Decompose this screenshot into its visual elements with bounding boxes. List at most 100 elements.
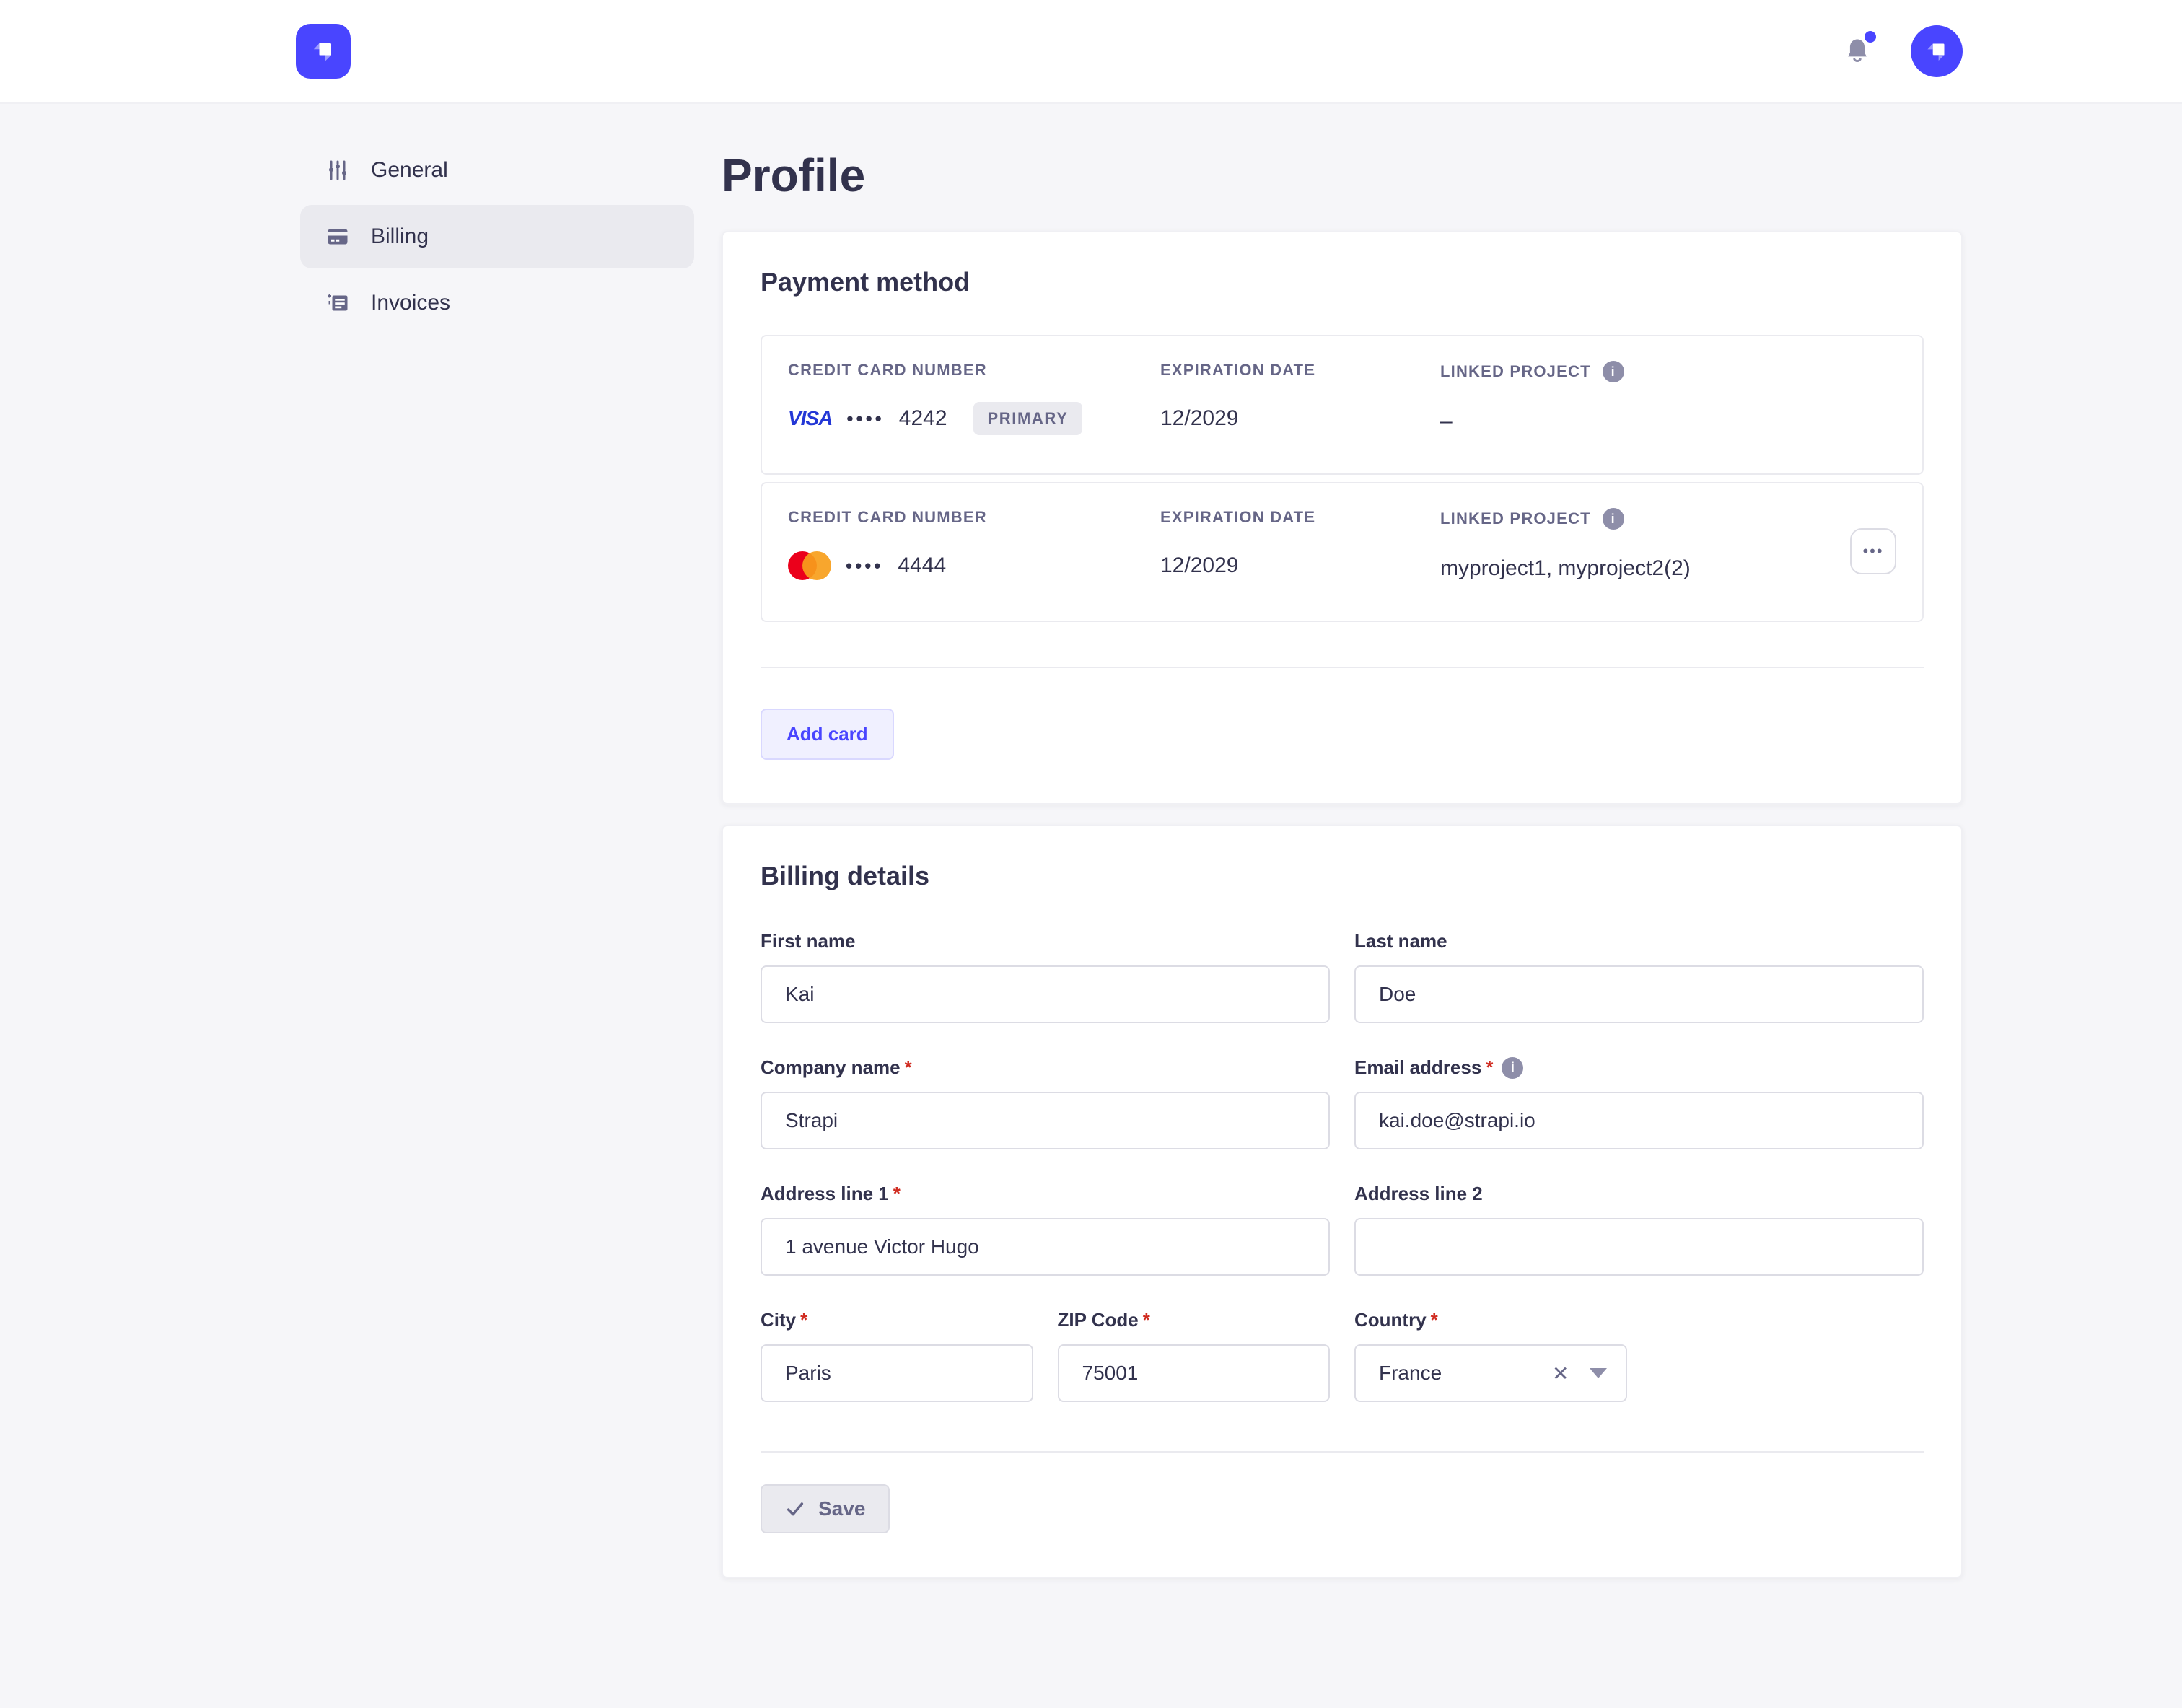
country-label-text: Country [1354,1309,1427,1331]
sidebar-item-invoices[interactable]: Invoices [300,271,694,335]
notifications-bell-icon[interactable] [1841,31,1876,67]
invoice-icon [323,289,352,317]
email-label: Email address * i [1354,1056,1924,1079]
page-title: Profile [722,149,866,201]
first-name-label: First name [761,930,1330,952]
check-icon [787,1502,804,1516]
last-name-field-group: Last name [1354,930,1924,1024]
expiration-label: EXPIRATION DATE [1160,361,1316,380]
company-label: Company name * [761,1056,1330,1079]
mastercard-logo-icon [788,551,831,581]
add-card-button[interactable]: Add card [761,709,894,761]
clear-selection-icon[interactable]: ✕ [1552,1362,1569,1385]
required-asterisk: * [1486,1056,1494,1079]
masked-digits: •••• [846,554,884,577]
zip-label-text: ZIP Code [1057,1309,1139,1331]
zip-field-group: ZIP Code * [1057,1309,1331,1403]
strapi-glyph-icon [313,43,331,61]
info-icon[interactable]: i [1602,508,1624,530]
last-name-label-text: Last name [1354,930,1447,952]
address2-label-text: Address line 2 [1354,1183,1483,1205]
address2-label: Address line 2 [1354,1183,1924,1205]
zip-input[interactable] [1057,1344,1330,1403]
first-name-label-text: First name [761,930,856,952]
email-label-text: Email address [1354,1056,1482,1079]
masked-digits: •••• [846,407,885,429]
city-input[interactable] [761,1344,1033,1403]
zip-label: ZIP Code * [1058,1309,1331,1331]
sidebar-item-label: General [371,158,448,182]
main-panel: Profile Payment method CREDIT CARD NUMBE… [722,139,1963,1708]
email-field-group: Email address * i [1354,1056,1924,1150]
expiration-col: EXPIRATION DATE 12/2029 [1160,508,1440,583]
sidebar-item-billing[interactable]: Billing [300,205,694,268]
sidebar-item-label: Billing [371,224,429,248]
required-asterisk: * [893,1183,901,1205]
card-last4: 4444 [898,553,947,578]
address1-field-group: Address line 1 * [761,1183,1330,1276]
app-header [0,0,2182,104]
card-number-col: CREDIT CARD NUMBER VISA •••• 4242 PRIMAR… [788,361,1160,436]
required-asterisk: * [904,1056,912,1079]
city-label: City * [761,1309,1033,1331]
billing-divider [761,1451,1924,1453]
required-asterisk: * [800,1309,808,1331]
header-actions [1841,25,1963,77]
sidebar-item-label: Invoices [371,291,451,315]
sidebar-item-general[interactable]: General [300,139,694,202]
last-name-label: Last name [1354,930,1924,952]
linked-project-label-text: LINKED PROJECT [1440,509,1591,528]
credit-card-icon [323,222,352,251]
expiration-value: 12/2029 [1160,406,1239,431]
content-area: General Billing [0,104,2182,1708]
card-more-actions-button[interactable]: ••• [1850,528,1896,575]
payment-card-row-visa: CREDIT CARD NUMBER VISA •••• 4242 PRIMAR… [761,335,1924,476]
linked-project-label: LINKED PROJECT i [1440,508,1830,530]
save-button[interactable]: Save [761,1484,890,1534]
info-icon[interactable]: i [1602,361,1624,383]
linked-project-col: LINKED PROJECT i – [1440,361,1830,439]
primary-badge: PRIMARY [973,402,1083,436]
company-field-group: Company name * [761,1056,1330,1150]
email-input[interactable] [1354,1092,1924,1150]
expiration-label: EXPIRATION DATE [1160,508,1316,527]
last-name-input[interactable] [1354,965,1924,1024]
card-number-label: CREDIT CARD NUMBER [788,361,987,380]
save-button-label: Save [818,1497,866,1520]
company-label-text: Company name [761,1056,901,1079]
billing-details-card: Billing details First name Last name [722,825,1963,1579]
country-value: France [1379,1362,1442,1385]
city-field-group: City * [761,1309,1033,1403]
card-number-label: CREDIT CARD NUMBER [788,508,987,527]
address1-input[interactable] [761,1218,1330,1276]
payment-card-list: CREDIT CARD NUMBER VISA •••• 4242 PRIMAR… [761,335,1924,623]
linked-project-label: LINKED PROJECT i [1440,361,1830,383]
strapi-logo-icon[interactable] [296,24,351,79]
company-input[interactable] [761,1092,1330,1150]
card-number-col: CREDIT CARD NUMBER •••• 4444 [788,508,1160,583]
country-select[interactable]: France ✕ [1354,1344,1627,1403]
billing-form: First name Last name Company name* [761,930,1924,1403]
info-icon[interactable]: i [1502,1056,1524,1079]
notification-dot [1865,31,1876,43]
billing-details-title: Billing details [761,861,930,891]
address1-label-text: Address line 1 [761,1183,889,1205]
required-asterisk: * [1430,1309,1438,1331]
payment-method-card: Payment method CREDIT CARD NUMBER VISA •… [722,231,1963,805]
card-last4: 4242 [898,406,947,431]
payment-card-row-mastercard: CREDIT CARD NUMBER •••• 4444 EXPIRATION … [761,482,1924,623]
strapi-avatar-glyph-icon [1927,43,1945,61]
address2-input[interactable] [1354,1218,1924,1276]
visa-logo-icon: VISA [788,407,833,430]
linked-project-col: LINKED PROJECT i myproject1, myproject2(… [1440,508,1830,586]
settings-sidebar: General Billing [300,139,694,1708]
avatar[interactable] [1911,25,1963,77]
card-number-value: VISA •••• 4242 PRIMARY [788,401,1160,436]
linked-project-value: myproject1, myproject2(2) [1440,556,1691,581]
city-label-text: City [761,1309,797,1331]
first-name-input[interactable] [761,965,1330,1024]
expiration-value: 12/2029 [1160,553,1239,578]
chevron-down-icon[interactable] [1589,1368,1607,1379]
expiration-col: EXPIRATION DATE 12/2029 [1160,361,1440,436]
country-field-group: Country * France ✕ [1354,1309,1627,1403]
